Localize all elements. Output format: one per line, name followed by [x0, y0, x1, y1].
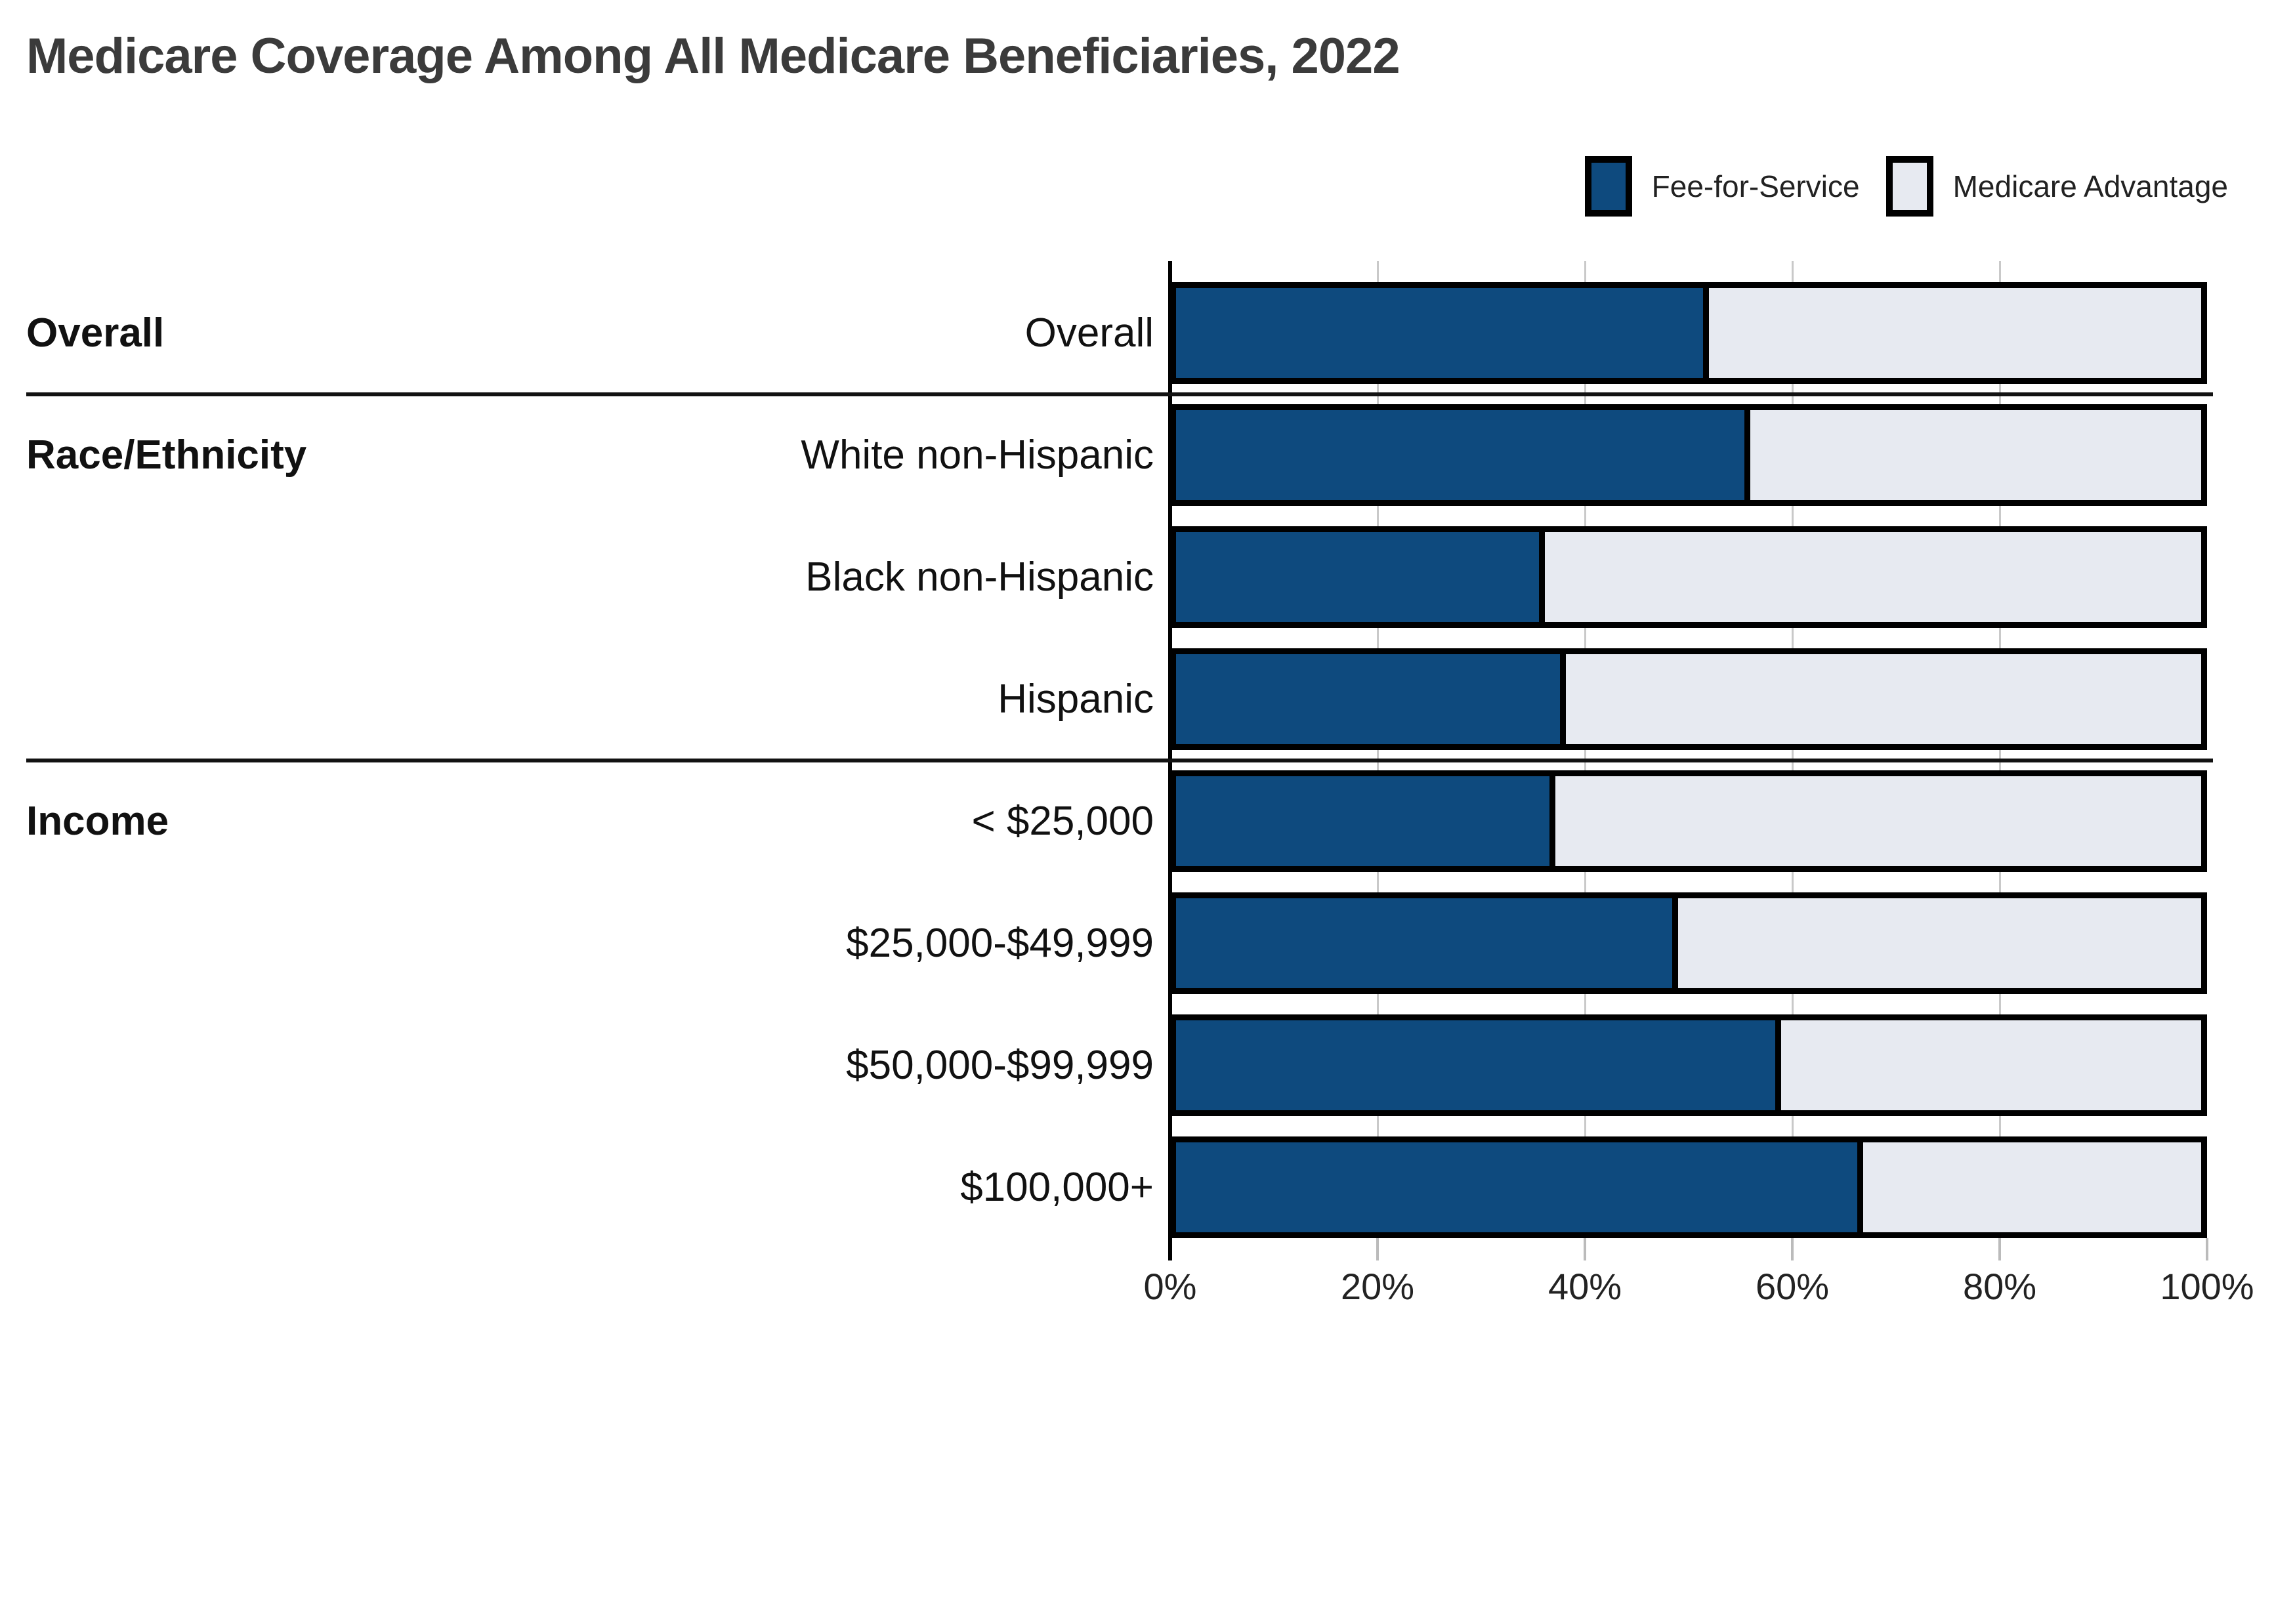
bar-row[interactable] [1170, 1014, 2207, 1116]
bar-row[interactable] [1170, 770, 2207, 872]
bar-segment-fee-for-service[interactable] [1176, 654, 1566, 744]
bar-row[interactable] [1170, 282, 2207, 384]
x-axis-tick-label: 80% [1962, 1266, 2037, 1307]
legend-swatch-fee-for-service-icon [1584, 156, 1632, 217]
section-divider [26, 392, 2213, 396]
chart-title: Medicare Coverage Among All Medicare Ben… [26, 28, 1400, 84]
legend: Fee-for-Service Medicare Advantage [1559, 156, 2228, 217]
row-label: $50,000-$99,999 [846, 1043, 1154, 1088]
bar-segment-fee-for-service[interactable] [1176, 410, 1750, 500]
x-axis-tick-60 [1791, 1238, 1794, 1260]
legend-item-medicare-advantage[interactable]: Medicare Advantage [1885, 156, 2228, 217]
bar-segment-medicare-advantage[interactable] [1545, 532, 2201, 622]
section-divider [26, 759, 2213, 762]
bar-segment-fee-for-service[interactable] [1176, 288, 1710, 378]
x-axis-tick-40 [1584, 1238, 1586, 1260]
row-label: Overall [1024, 310, 1154, 356]
bar-row[interactable] [1170, 892, 2207, 994]
x-axis-tick-label: 60% [1755, 1266, 1830, 1307]
bar-segment-medicare-advantage[interactable] [1566, 654, 2201, 744]
row-label: Hispanic [998, 677, 1154, 722]
x-axis-tick-80 [1998, 1238, 2001, 1260]
x-axis-tick-label: 100% [2160, 1266, 2254, 1307]
row-label: $25,000-$49,999 [846, 921, 1154, 966]
x-axis-tick-100 [2206, 1238, 2208, 1260]
bar-segment-medicare-advantage[interactable] [1678, 898, 2201, 988]
bar-row[interactable] [1170, 648, 2207, 750]
section-label-overall: Overall [26, 310, 165, 356]
bar-row[interactable] [1170, 1136, 2207, 1238]
bar-segment-medicare-advantage[interactable] [1555, 776, 2201, 866]
bar-row[interactable] [1170, 404, 2207, 506]
x-axis-tick-label: 0% [1143, 1266, 1197, 1307]
row-label: Black non-Hispanic [805, 554, 1154, 600]
legend-swatch-medicare-advantage-icon [1885, 156, 1933, 217]
bar-segment-medicare-advantage[interactable] [1709, 288, 2201, 378]
bar-segment-medicare-advantage[interactable] [1863, 1142, 2201, 1232]
x-axis-tick-20 [1376, 1238, 1379, 1260]
row-label: $100,000+ [960, 1165, 1154, 1210]
bar-segment-medicare-advantage[interactable] [1781, 1020, 2201, 1110]
row-label: < $25,000 [971, 799, 1154, 844]
bar-segment-fee-for-service[interactable] [1176, 1142, 1863, 1232]
row-label: White non-Hispanic [801, 432, 1154, 478]
bar-segment-fee-for-service[interactable] [1176, 1020, 1781, 1110]
bar-segment-fee-for-service[interactable] [1176, 898, 1679, 988]
legend-label-medicare-advantage: Medicare Advantage [1952, 169, 2228, 203]
section-label-income: Income [26, 799, 169, 844]
legend-label-fee-for-service: Fee-for-Service [1651, 169, 1860, 203]
bar-segment-fee-for-service[interactable] [1176, 532, 1546, 622]
x-axis-tick-label: 40% [1548, 1266, 1622, 1307]
bar-segment-fee-for-service[interactable] [1176, 776, 1555, 866]
section-label-race-ethnicity: Race/Ethnicity [26, 432, 307, 478]
bar-row[interactable] [1170, 526, 2207, 628]
bar-segment-medicare-advantage[interactable] [1750, 410, 2201, 500]
legend-item-fee-for-service[interactable]: Fee-for-Service [1584, 156, 1860, 217]
x-axis-tick-label: 20% [1340, 1266, 1415, 1307]
